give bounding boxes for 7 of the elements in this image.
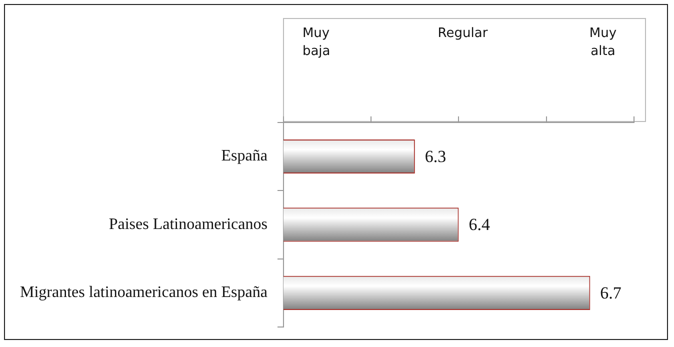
y-tick-label: Migrantes latinoamericanos en España: [20, 284, 268, 302]
scale-label-frame: Muy baja Regular Muy alta: [283, 18, 646, 122]
y-tick-label: España: [221, 148, 268, 165]
data-label: 6.3: [424, 146, 446, 166]
data-label: 6.7: [600, 283, 622, 302]
data-label: 6.4: [468, 215, 490, 234]
y-tick-label: Paises Latinoamericanos: [108, 216, 268, 233]
